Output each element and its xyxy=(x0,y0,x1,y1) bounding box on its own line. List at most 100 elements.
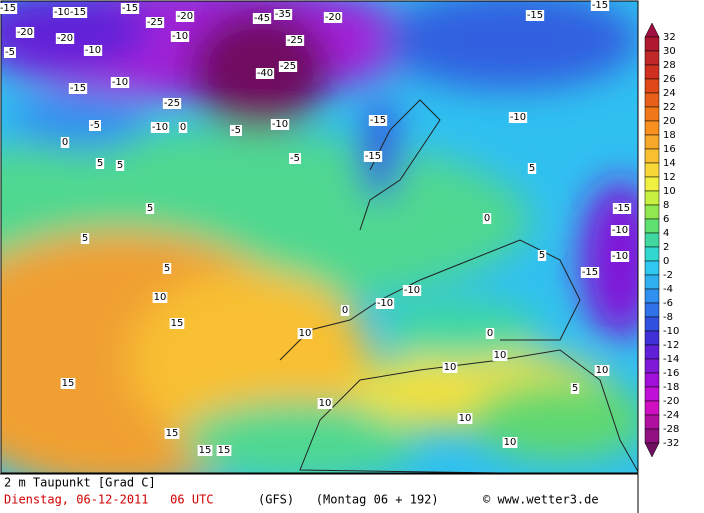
map-label-box xyxy=(485,328,495,339)
map-label-box xyxy=(273,9,293,20)
map-label-box xyxy=(590,0,610,11)
map-label-box xyxy=(594,365,610,376)
legend-label: 22 xyxy=(663,102,676,113)
map-label: 0 xyxy=(484,213,490,224)
legend-label: 18 xyxy=(663,130,676,141)
map-label: -15 xyxy=(527,10,543,21)
map-label-box xyxy=(442,362,458,373)
legend-label: 32 xyxy=(663,32,676,43)
legend-label: -18 xyxy=(663,382,679,393)
map-label: -10 xyxy=(612,251,628,262)
map-label-box xyxy=(164,428,180,439)
map-label-box xyxy=(230,125,242,136)
map-label-box xyxy=(175,11,195,22)
map-label: -20 xyxy=(177,11,193,22)
legend-label: -4 xyxy=(663,284,673,295)
map-label: 5 xyxy=(82,233,88,244)
legend-label: 30 xyxy=(663,46,676,57)
legend-band xyxy=(644,92,660,108)
map-label: 10 xyxy=(504,437,517,448)
legend-band xyxy=(644,78,660,94)
map-label-box xyxy=(52,7,72,18)
map-label-box xyxy=(95,158,105,169)
map-labels: -15 -10 -15 -15-20-20-10-5-25-20 -45 -35 -20-1… xyxy=(0,0,632,456)
map-label: 5 xyxy=(97,158,103,169)
legend-band xyxy=(644,162,660,178)
map-label: -15 xyxy=(365,151,381,162)
legend-band xyxy=(644,386,660,402)
legend-label: 6 xyxy=(663,214,669,225)
map-label: -15 xyxy=(70,83,86,94)
map-label-box xyxy=(152,292,168,303)
legend-label: 2 xyxy=(663,242,669,253)
map-label: -10 xyxy=(377,298,393,309)
map-label-box xyxy=(502,437,518,448)
map-label: -10 xyxy=(612,225,628,236)
footer-model: (GFS) (Montag 06 + 192) xyxy=(258,493,439,507)
map-label-box xyxy=(150,122,170,133)
map xyxy=(1,1,638,473)
map-label: 10 xyxy=(494,350,507,361)
map-label: -25 xyxy=(147,17,163,28)
map-label: 0 xyxy=(180,122,186,133)
legend-band xyxy=(644,428,660,444)
map-label: -15 xyxy=(614,203,630,214)
legend-band xyxy=(644,344,660,360)
map-label-box xyxy=(110,77,130,88)
map-label-box xyxy=(162,98,182,109)
legend-label: -12 xyxy=(663,340,679,351)
map-frame xyxy=(0,0,639,474)
legend-band xyxy=(644,330,660,346)
map-label-box xyxy=(68,7,88,18)
map-label-box xyxy=(120,3,140,14)
legend-band xyxy=(644,358,660,374)
map-label: 15 xyxy=(62,378,75,389)
map-label: -15 xyxy=(122,3,138,14)
map-label-box xyxy=(270,119,290,130)
legend-band xyxy=(644,400,660,416)
map-label: -20 xyxy=(17,27,33,38)
legend-band xyxy=(644,316,660,332)
map-label-box xyxy=(610,225,630,236)
map-label-box xyxy=(368,115,388,126)
legend-label: -28 xyxy=(663,424,679,435)
legend-label: 10 xyxy=(663,186,676,197)
legend-label: -20 xyxy=(663,396,679,407)
legend-band xyxy=(644,414,660,430)
legend-band xyxy=(644,64,660,80)
map-label-box xyxy=(525,10,545,21)
map-label-box xyxy=(170,31,190,42)
map-label-box xyxy=(537,250,547,261)
legend-label: 14 xyxy=(663,158,676,169)
map-label-box xyxy=(285,35,305,46)
legend-label: 4 xyxy=(663,228,669,239)
legend-label: -2 xyxy=(663,270,673,281)
legend-label: -24 xyxy=(663,410,679,421)
map-label: -10 xyxy=(510,112,526,123)
map-label-box xyxy=(508,112,528,123)
map-label: 15 xyxy=(166,428,179,439)
map-label-box xyxy=(89,120,101,131)
map-label-box xyxy=(115,160,125,171)
map-label: 10 xyxy=(154,292,167,303)
map-label: -40 xyxy=(257,68,273,79)
map-label: -15 xyxy=(592,0,608,11)
map-label: 10 xyxy=(319,398,332,409)
map-label: -15 xyxy=(70,7,86,18)
map-label-box xyxy=(570,383,580,394)
map-label: -15 xyxy=(0,3,16,14)
legend-label: -32 xyxy=(663,438,679,449)
map-label-box xyxy=(169,318,185,329)
footer-date: Dienstag, 06-12-2011 06 UTC xyxy=(4,493,214,507)
map-label: -45 xyxy=(254,13,270,24)
map-label: 0 xyxy=(62,137,68,148)
map-label: 10 xyxy=(444,362,457,373)
map-label: -35 xyxy=(275,9,291,20)
map-label-box xyxy=(289,153,301,164)
map-label-box xyxy=(55,33,75,44)
map-label-box xyxy=(178,122,188,133)
map-label-box xyxy=(323,12,343,23)
legend-band xyxy=(644,232,660,248)
legend-label: -14 xyxy=(663,354,679,365)
